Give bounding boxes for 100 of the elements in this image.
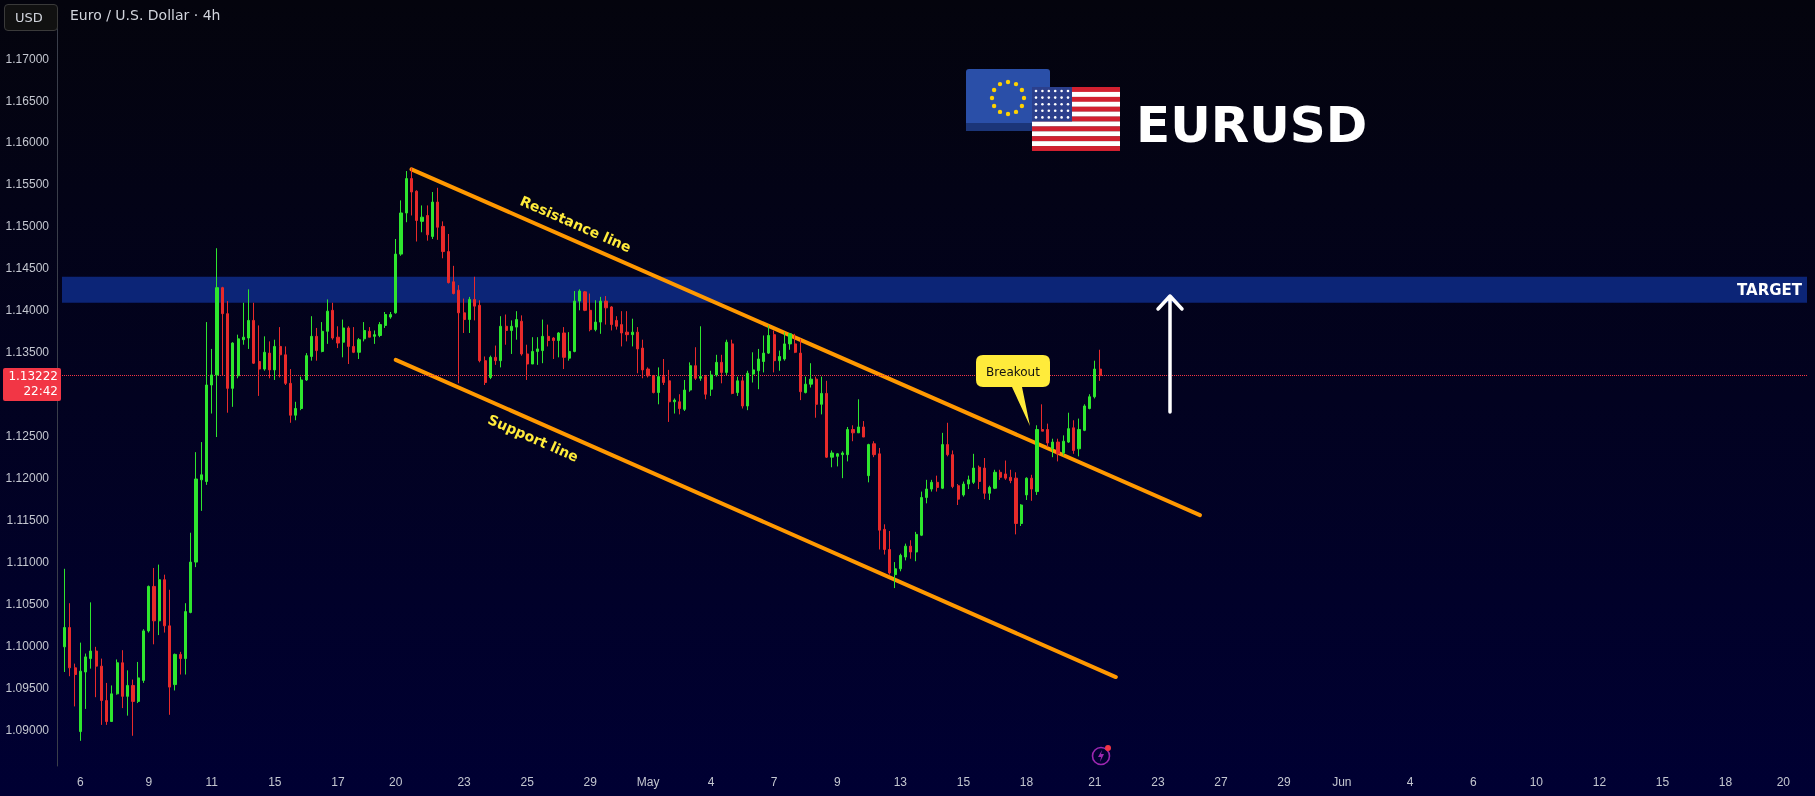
candlestick: [384, 311, 387, 329]
candlestick: [420, 204, 424, 233]
x-tick-label: 29: [583, 775, 598, 789]
candlestick: [63, 568, 66, 673]
y-tick-label: 1.12000: [5, 471, 50, 486]
candlestick: [399, 199, 403, 257]
x-tick-label: 25: [520, 775, 535, 789]
y-tick-label: 1.09500: [5, 680, 50, 695]
candlestick: [352, 326, 355, 354]
candlestick: [163, 574, 166, 634]
candlestick: [715, 354, 718, 378]
candlestick: [152, 567, 156, 645]
candlestick: [641, 339, 644, 379]
candlestick: [116, 658, 119, 696]
candlestick: [1067, 412, 1070, 444]
candlestick: [678, 393, 681, 415]
y-tick-label: 1.16000: [5, 135, 50, 150]
candlestick: [231, 341, 234, 408]
candlestick: [205, 321, 208, 486]
candlestick: [215, 247, 219, 438]
candlestick: [95, 646, 98, 698]
candlestick: [988, 485, 991, 501]
candlestick: [368, 326, 371, 338]
candlestick: [1009, 469, 1012, 484]
candlestick: [788, 332, 792, 351]
candlestick: [783, 331, 786, 362]
candlestick: [457, 284, 460, 384]
band-label: TARGET: [1736, 280, 1803, 299]
candlestick: [378, 321, 382, 338]
candlestick: [1030, 474, 1033, 502]
candlestick: [547, 324, 550, 347]
candlestick: [594, 299, 597, 332]
candlestick: [484, 355, 487, 386]
candlestick: [757, 348, 760, 390]
y-tick-label: 1.10500: [5, 597, 50, 612]
candlestick: [147, 585, 150, 634]
candlestick: [736, 376, 739, 397]
candlestick: [694, 346, 697, 381]
candlestick: [526, 344, 529, 381]
x-tick-label: 17: [331, 775, 345, 789]
candlestick: [741, 376, 744, 410]
candlestick: [646, 366, 650, 378]
candlestick: [830, 449, 834, 468]
candlestick: [899, 553, 902, 572]
currency-button: USD: [4, 4, 58, 31]
candlestick: [105, 682, 108, 726]
candlestick: [515, 310, 518, 341]
candlestick: [294, 401, 297, 421]
candlestick: [373, 329, 376, 345]
candlestick: [315, 327, 318, 362]
candlestick: [652, 374, 655, 394]
y-tick-label: 1.17000: [5, 51, 50, 66]
candlestick: [993, 469, 997, 490]
candlestick: [279, 326, 282, 378]
candlestick: [562, 326, 566, 370]
candlestick: [1062, 434, 1065, 456]
x-tick-label: 18: [1718, 775, 1733, 789]
x-tick-label: 15: [1655, 775, 1670, 789]
candlestick: [962, 481, 965, 498]
candlestick: [68, 602, 71, 677]
candlestick: [894, 561, 897, 589]
candlestick: [1035, 424, 1039, 496]
candlestick: [720, 354, 723, 384]
candlestick: [851, 424, 855, 442]
y-tick-label: 1.16500: [5, 93, 50, 108]
candlestick: [242, 302, 245, 346]
candlestick: [568, 331, 571, 362]
candlestick: [536, 336, 539, 366]
candlestick: [284, 345, 287, 386]
candlestick: [342, 319, 345, 358]
y-tick-label: 1.14000: [5, 303, 50, 318]
x-tick-label: 9: [145, 775, 153, 789]
candlestick: [478, 299, 481, 363]
candlestick: [121, 649, 124, 709]
candlestick: [263, 335, 266, 372]
candlestick: [773, 329, 776, 373]
y-tick-label: 1.15500: [5, 177, 50, 192]
candlestick: [452, 265, 455, 295]
candlestick: [179, 651, 182, 676]
x-tick-label: 4: [1406, 775, 1414, 789]
candlestick: [273, 339, 276, 381]
candlestick: [583, 290, 587, 312]
candlestick: [857, 398, 860, 434]
y-tick-label: 1.09000: [5, 722, 50, 737]
candlestick: [89, 601, 92, 670]
candlestick: [825, 380, 828, 459]
candlestick: [258, 324, 261, 397]
candlestick: [394, 238, 397, 315]
candlestick: [815, 376, 818, 419]
candlestick: [689, 361, 692, 393]
candlestick: [983, 457, 986, 500]
candlestick: [930, 479, 933, 493]
candlestick: [468, 296, 471, 334]
candlestick: [841, 450, 844, 479]
y-tick-label: 1.13500: [5, 345, 50, 360]
speech-bubble: Breakout: [976, 355, 1052, 427]
candlestick: [1025, 476, 1028, 501]
x-tick-label: 27: [1214, 775, 1228, 789]
candlestick: [1020, 503, 1023, 527]
x-tick-label: 6: [77, 775, 85, 789]
